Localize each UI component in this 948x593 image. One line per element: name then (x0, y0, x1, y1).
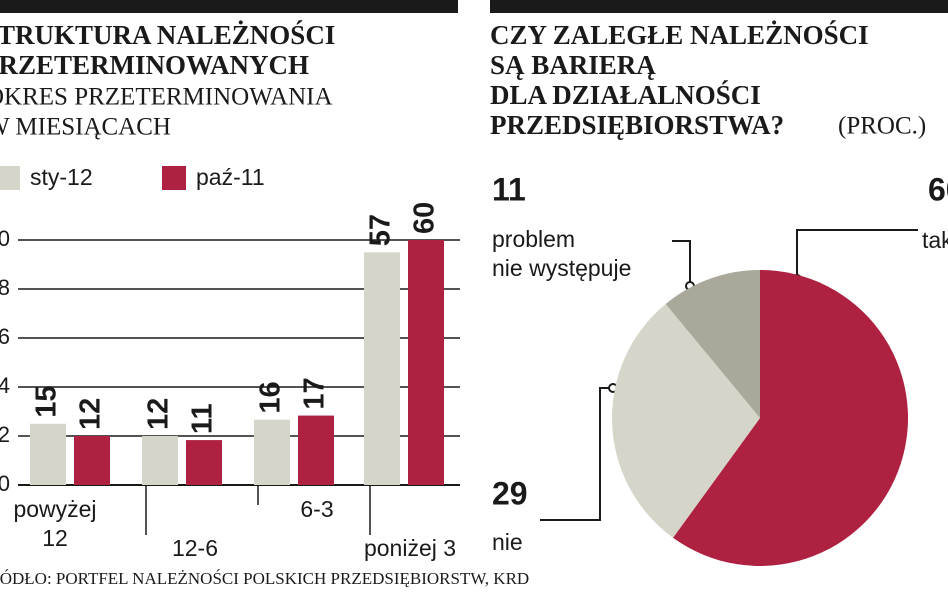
x-tick-label: 6-3 (300, 496, 334, 522)
bar (364, 252, 400, 485)
bar (74, 436, 110, 485)
value-label: 12 (75, 398, 107, 430)
x-tick-label: powyżej 12 (13, 496, 97, 551)
chart-title: CZY ZALEGŁE NALEŻNOŚCI (490, 20, 869, 50)
bar (408, 240, 444, 485)
chart-title: STRUKTURA NALEŻNOŚCI (0, 20, 335, 50)
x-tick-label: 12-6 (171, 535, 219, 561)
legend-label: paź-11 (196, 164, 265, 190)
value-label: 60 (928, 171, 948, 207)
value-label: 29 (492, 475, 528, 511)
legend-swatch (162, 166, 186, 190)
value-label: 12 (143, 398, 175, 430)
header-bar (0, 0, 458, 13)
value-label: 57 (365, 214, 397, 246)
bar (186, 440, 222, 485)
y-tick-label: 60 (0, 226, 10, 251)
value-label: 16 (255, 381, 287, 413)
y-tick-label: 36 (0, 324, 10, 349)
bar (142, 436, 178, 485)
legend-label: sty-12 (30, 164, 93, 190)
bar (254, 419, 290, 485)
y-tick-label: 24 (0, 373, 10, 398)
unit-label: (PROC.) (838, 113, 926, 140)
y-tick-label: 48 (0, 275, 10, 300)
header-bar (490, 0, 948, 13)
source: ŹRÓDŁO: PORTFEL NALEŻNOŚCI POLSKICH PRZE… (0, 569, 529, 588)
bar (30, 423, 66, 485)
legend-swatch (0, 166, 20, 190)
pie-slice (665, 270, 760, 418)
chart-title: PRZETERMINOWANYCH (0, 50, 309, 80)
pie-slice (673, 270, 909, 566)
chart-title: DLA DZIAŁALNOŚCI (490, 80, 761, 110)
value-label: 60 (409, 202, 441, 234)
y-tick-label: 12 (0, 422, 10, 447)
leader-lines (540, 229, 918, 521)
value-label: 17 (299, 377, 331, 409)
slice-label: problem nie występuje (492, 226, 632, 281)
value-label: 15 (31, 385, 63, 417)
chart-title: PRZEDSIĘBIORSTWA? (490, 110, 784, 140)
slice-label: tak (922, 227, 948, 253)
pie-slice (612, 303, 760, 538)
chart-title: SĄ BARIERĄ (490, 50, 656, 80)
x-tick-label: poniżej 3 (363, 535, 457, 561)
chart-subtitle: OKRES PRZETERMINOWANIA (0, 84, 333, 111)
y-tick-label: 0 (0, 471, 10, 496)
chart-subtitle: W MIESIĄCACH (0, 114, 171, 141)
slice-label: nie (492, 529, 523, 555)
value-label: 11 (492, 171, 526, 207)
value-label: 11 (187, 403, 219, 434)
bar (298, 415, 334, 485)
